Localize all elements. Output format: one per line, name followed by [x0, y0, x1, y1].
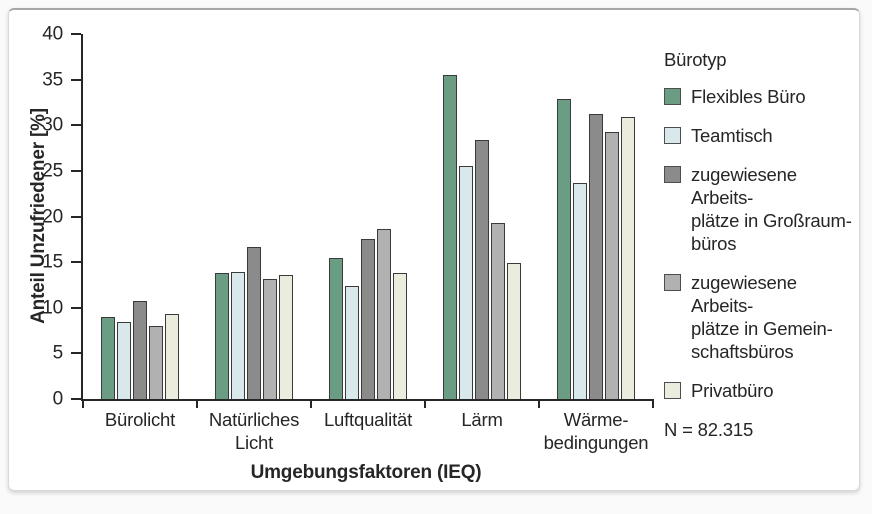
bar: [133, 301, 147, 399]
x-category-label: Lärm: [461, 409, 503, 430]
y-axis-tick: [71, 169, 81, 172]
y-axis-tick: [71, 215, 81, 218]
bar: [393, 273, 407, 399]
sample-size-note: N = 82.315: [664, 419, 754, 440]
bar: [475, 139, 489, 399]
bar: [117, 322, 131, 399]
bar: [557, 98, 571, 399]
legend-swatch: [664, 88, 681, 105]
legend-swatch: [664, 127, 681, 144]
legend-swatch: [664, 382, 681, 399]
y-axis-tick-label: 40: [42, 23, 63, 45]
y-axis-tick-label: 0: [52, 388, 64, 410]
bar: [231, 272, 245, 399]
bar: [443, 75, 457, 399]
bar: [507, 263, 521, 399]
bar: [101, 316, 115, 399]
x-axis-title: Umgebungsfaktoren (IEQ): [250, 462, 482, 483]
legend-item: zugewiesene Arbeits- plätze in Gemein- s…: [664, 271, 860, 363]
bar-group: [311, 34, 425, 399]
bar: [589, 114, 603, 399]
bar: [345, 285, 359, 399]
y-axis-tick: [71, 352, 81, 355]
y-axis-tick: [71, 78, 81, 81]
bar-group: [197, 34, 311, 399]
x-axis-tick: [196, 399, 198, 408]
x-axis-tick: [424, 399, 426, 408]
bar: [605, 131, 619, 399]
bar-group: [425, 34, 539, 399]
bar: [491, 222, 505, 399]
x-axis-tick: [652, 399, 654, 408]
bar: [361, 239, 375, 399]
legend-item: Flexibles Büro: [664, 85, 860, 108]
x-axis-tick: [82, 399, 84, 408]
legend-label: zugewiesene Arbeits- plätze in Gemein- s…: [691, 272, 833, 362]
legend-swatch: [664, 166, 681, 183]
bar: [621, 117, 635, 399]
x-category-label: Luftqualität: [323, 409, 413, 430]
bar: [263, 279, 277, 399]
y-axis-tick: [71, 306, 81, 309]
y-axis-tick: [71, 124, 81, 127]
legend-label: zugewiesene Arbeits- plätze in Großraum-…: [691, 164, 852, 254]
bar: [215, 273, 229, 399]
legend-label: Privatbüro: [691, 380, 774, 401]
bar: [165, 314, 179, 399]
y-axis-tick-label: 30: [42, 114, 63, 136]
legend-title: Bürotyp: [664, 49, 727, 70]
figure-card: Anteil Unzufriedener [%] 0 5 10 15 20 25 30 35 4…: [8, 8, 860, 491]
bar: [459, 166, 473, 399]
x-axis-tick: [538, 399, 540, 408]
plot-area: 0 5 10 15 20 25 30 35 40 Bürolicht Natürliches Lic…: [42, 25, 654, 453]
legend: Bürotyp Flexibles Büro Teamtisch zugewiese…: [664, 48, 860, 441]
x-category-label: Natürliches Licht: [208, 409, 300, 453]
y-axis-tick: [71, 261, 81, 264]
bar: [329, 258, 343, 399]
y-axis-tick: [71, 398, 81, 400]
bar: [377, 229, 391, 399]
bar: [247, 246, 261, 399]
legend-item: Teamtisch: [664, 124, 860, 147]
y-axis-tick-label: 5: [52, 342, 64, 364]
legend-swatch: [664, 274, 681, 291]
legend-item: Privatbüro: [664, 379, 860, 402]
x-axis-tick: [310, 399, 312, 408]
y-axis-tick-label: 25: [42, 160, 63, 182]
x-category-label: Wärme- bedingungen: [543, 409, 649, 453]
y-axis-tick-label: 35: [42, 69, 63, 91]
bar: [573, 182, 587, 399]
bar: [149, 326, 163, 399]
bar-group: [539, 34, 653, 399]
y-axis-tick-label: 15: [42, 251, 63, 273]
bar: [279, 274, 293, 399]
y-axis-tick-label: 10: [42, 297, 63, 319]
legend-items: Flexibles Büro Teamtisch zugewiesene Arbei…: [664, 85, 860, 402]
legend-item: zugewiesene Arbeits- plätze in Großraum-…: [664, 163, 860, 255]
legend-label: Teamtisch: [691, 125, 773, 146]
x-category-label: Bürolicht: [104, 409, 176, 430]
legend-label: Flexibles Büro: [691, 86, 806, 107]
bar-group: [83, 34, 197, 399]
y-axis-tick: [71, 33, 81, 35]
y-axis-tick-label: 20: [42, 206, 63, 227]
